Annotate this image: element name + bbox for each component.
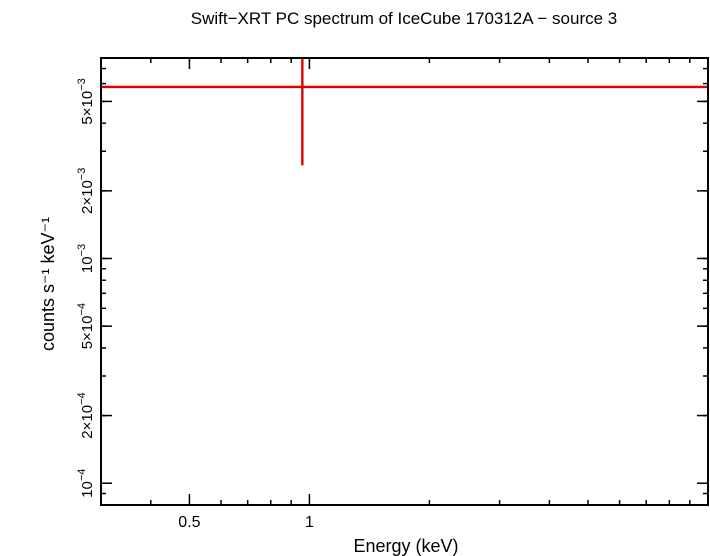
chart-title: Swift−XRT PC spectrum of IceCube 170312A…: [191, 9, 618, 28]
y-tick-label: 2×10−3: [76, 168, 96, 214]
x-tick-label: 1: [305, 514, 314, 531]
plot-frame: [100, 57, 709, 506]
plot-area: 10−4 2×10−4 5×10−4 10−3 2×10−3 5×10−3 0.5 1: [76, 58, 709, 531]
y-tick-label: 5×10−3: [76, 78, 96, 124]
y-tick-label: 5×10−4: [76, 303, 96, 349]
y-tick-label: 10−4: [76, 469, 96, 498]
y-axis-label: counts s⁻¹ keV⁻¹: [38, 217, 58, 351]
x-axis-label: Energy (keV): [353, 536, 458, 556]
x-tick-label: 0.5: [178, 514, 200, 531]
y-tick-label: 10−3: [76, 244, 96, 273]
y-tick-label: 2×10−4: [76, 392, 96, 438]
data-point: [101, 58, 708, 166]
